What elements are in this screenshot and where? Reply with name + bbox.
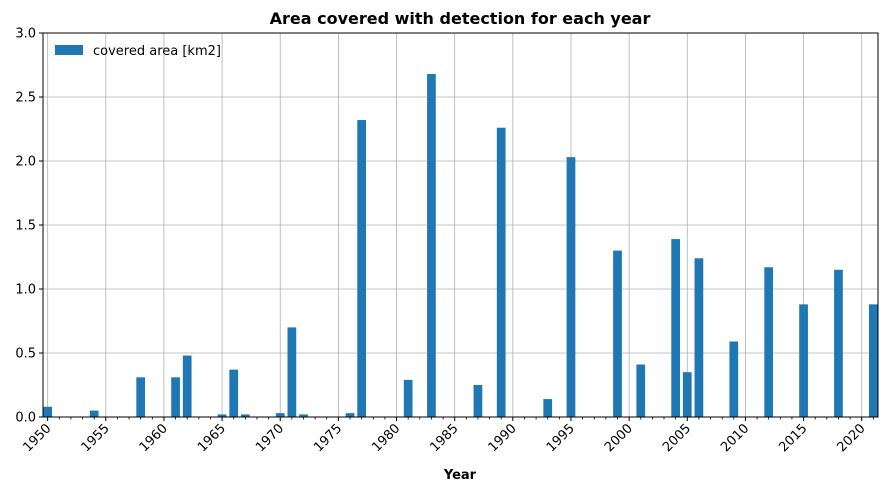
bar: [43, 406, 53, 417]
bar: [427, 73, 436, 418]
bar: [566, 157, 576, 417]
bar: [729, 341, 739, 417]
x-tick-label: 1990: [486, 421, 520, 455]
bar: [136, 377, 146, 417]
bar: [868, 304, 878, 417]
bar: [217, 414, 227, 417]
x-tick-label: 2010: [718, 421, 752, 455]
bar: [799, 304, 808, 417]
bar: [240, 414, 250, 417]
bar: [613, 250, 622, 417]
x-tick-label: 1970: [253, 421, 287, 455]
bar: [287, 327, 297, 417]
bar: [403, 379, 413, 417]
y-tick-label: 2.5: [15, 91, 36, 106]
bar: [694, 258, 704, 417]
bar: [473, 385, 483, 417]
legend: covered area [km2]: [55, 44, 221, 59]
bar: [834, 269, 843, 417]
x-tick-label: 2000: [602, 421, 636, 455]
chart-title: Area covered with detection for each yea…: [270, 9, 651, 28]
x-tick-label: 1995: [544, 421, 578, 455]
y-tick-label: 0.0: [15, 411, 36, 426]
x-tick-label: 1965: [195, 421, 229, 455]
x-tick-label: 1950: [20, 421, 54, 455]
bar: [299, 414, 308, 417]
bar: [636, 364, 646, 417]
bar: [543, 399, 553, 417]
bar: [89, 410, 99, 417]
x-tick-label: 1955: [79, 421, 113, 455]
y-tick-label: 1.0: [15, 283, 36, 298]
bar: [496, 127, 506, 417]
x-axis-label: Year: [443, 468, 477, 483]
x-tick-label: 1985: [428, 421, 462, 455]
y-tick-label: 0.5: [15, 347, 36, 362]
legend-swatch: [55, 45, 83, 55]
legend-label: covered area [km2]: [93, 44, 221, 59]
bar: [229, 369, 239, 417]
y-tick-label: 1.5: [15, 219, 36, 234]
x-tick-label: 1960: [137, 421, 171, 455]
x-tick-label: 2005: [660, 421, 694, 455]
x-tick-label: 2020: [835, 421, 869, 455]
bar: [275, 413, 285, 417]
grid: [43, 32, 878, 418]
x-tick-label: 2015: [776, 421, 810, 455]
bar: [682, 372, 692, 417]
bars: [43, 73, 878, 418]
x-tick-label: 1980: [369, 421, 403, 455]
bar: [764, 267, 774, 417]
y-tick-label: 2.0: [15, 155, 36, 170]
bar: [171, 377, 180, 417]
bar: [345, 413, 355, 417]
y-tick-label: 3.0: [15, 27, 36, 42]
bar: [671, 239, 681, 417]
bar: [357, 120, 367, 417]
x-tick-label: 1975: [311, 421, 345, 455]
bar: [182, 355, 192, 417]
